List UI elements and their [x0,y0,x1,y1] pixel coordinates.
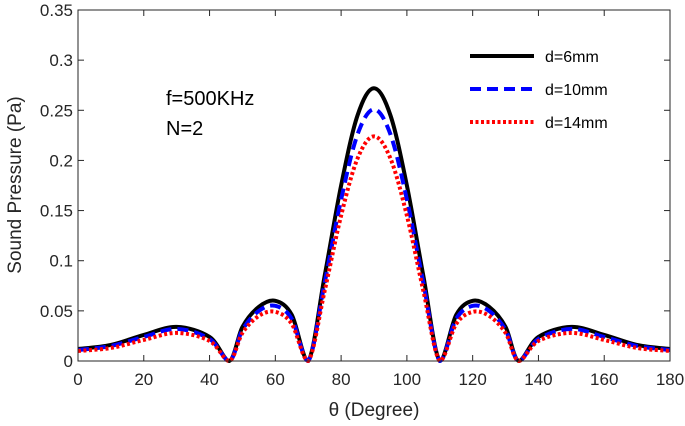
x-tick-label: 100 [393,370,421,389]
x-tick-label: 140 [524,370,552,389]
plot-frame [77,9,671,362]
y-tick-label: 0 [64,352,73,371]
legend-label-d10: d=10mm [545,82,608,99]
y-tick-label: 0.35 [40,1,73,20]
y-tick-label: 0.15 [40,202,73,221]
n-annotation: N=2 [166,118,203,140]
legend: d=6mm d=10mm d=14mm [470,49,608,132]
x-tick-label: 0 [73,370,82,389]
frequency-annotation: f=500KHz [166,88,254,110]
x-tick-label: 180 [656,370,684,389]
y-tick-label: 0.1 [49,252,73,271]
x-tick-label: 80 [332,370,351,389]
x-tick-label: 120 [458,370,486,389]
y-axis-label: Sound Pressure (Pa) [5,96,26,273]
series-d14mm-line [77,134,671,363]
y-tick-label: 0.05 [40,302,73,321]
x-axis-label: θ (Degree) [329,400,420,421]
y-tick-label: 0.25 [40,101,73,120]
y-tick-label: 0.3 [49,51,73,70]
legend-label-d14: d=14mm [545,115,608,132]
y-axis: 0 0.05 0.1 0.15 0.2 0.25 0.3 0.35 [40,1,670,371]
x-tick-label: 160 [590,370,618,389]
x-tick-label: 40 [200,370,219,389]
x-tick-label: 20 [134,370,153,389]
legend-label-d6: d=6mm [545,49,599,66]
plot-area [78,10,670,361]
series-layer [77,86,671,363]
x-axis: 0 20 40 60 80 100 120 140 160 180 [73,10,684,389]
y-tick-label: 0.2 [49,151,73,170]
x-tick-label: 60 [266,370,285,389]
